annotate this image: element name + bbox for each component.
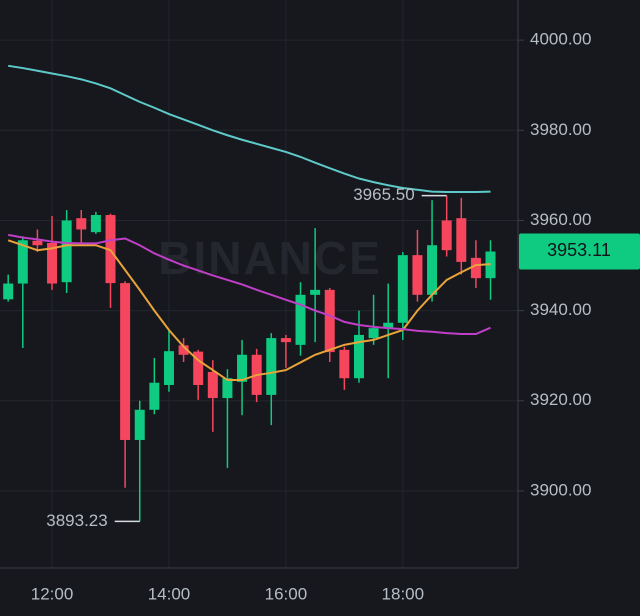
candle-body <box>134 409 145 440</box>
annotation-label: 3893.23 <box>46 511 107 530</box>
x-tick-label: 16:00 <box>265 584 308 603</box>
candle-body <box>61 220 72 283</box>
candle-body <box>76 218 87 230</box>
y-tick-label: 3900.00 <box>530 480 591 499</box>
annotation-label: 3965.50 <box>353 185 414 204</box>
candle-body <box>237 354 248 382</box>
candle-body <box>266 338 277 395</box>
candle-body <box>3 283 14 300</box>
candle-body <box>149 382 160 410</box>
candle-body <box>178 345 189 355</box>
x-tick-label: 18:00 <box>382 584 425 603</box>
candle-body <box>412 255 423 295</box>
ma-line <box>8 64 491 194</box>
watermark: BINANCE <box>158 232 382 284</box>
candle-body <box>295 294 306 345</box>
candle-body <box>368 328 379 339</box>
ma-line <box>7 239 491 382</box>
candle-body <box>441 220 452 251</box>
ma-line <box>8 233 491 336</box>
y-tick-label: 3960.00 <box>530 210 591 229</box>
price-tag-label: 3953.11 <box>547 240 611 260</box>
candle-body <box>17 240 28 284</box>
price-tag <box>519 233 640 270</box>
candle-body <box>353 334 364 379</box>
y-tick-label: 3980.00 <box>530 120 591 139</box>
candle-body <box>310 289 321 295</box>
y-tick-label: 3920.00 <box>530 390 591 409</box>
candle-body <box>427 245 438 295</box>
candle-body <box>383 322 394 329</box>
candle-body <box>324 289 335 353</box>
candle-body <box>163 351 174 385</box>
candle-body <box>280 338 291 343</box>
candle-body <box>397 255 408 323</box>
candle-body <box>222 378 233 399</box>
candle-body <box>120 283 131 440</box>
candle-body <box>193 351 204 385</box>
candle-body <box>207 371 218 399</box>
candle-body <box>456 218 467 262</box>
y-tick-label: 4000.00 <box>530 30 591 49</box>
candle-body <box>32 240 43 246</box>
x-tick-label: 12:00 <box>31 584 74 603</box>
candle-body <box>47 242 58 284</box>
y-tick-label: 3940.00 <box>530 300 591 319</box>
candle-body <box>105 215 116 284</box>
candle-body <box>339 349 350 379</box>
candle-body <box>90 215 101 233</box>
x-tick-label: 14:00 <box>148 584 191 603</box>
candle-body <box>470 257 481 279</box>
